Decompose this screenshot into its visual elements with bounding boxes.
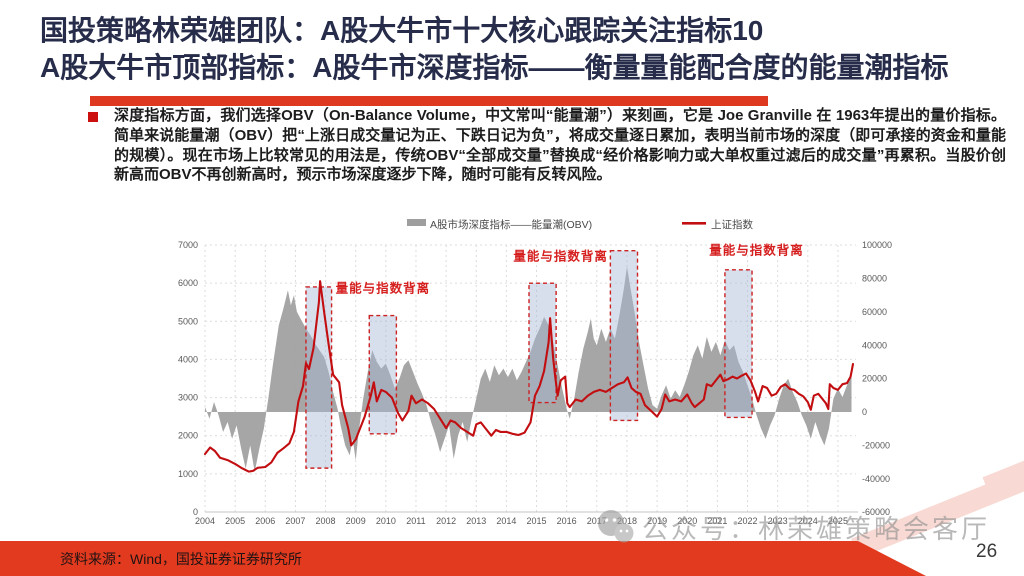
- x-axis-tick-label: 2007: [285, 516, 305, 526]
- x-axis-tick-label: 2008: [316, 516, 336, 526]
- wechat-logo-icon: [598, 510, 634, 543]
- x-axis-tick-label: 2024: [798, 516, 818, 526]
- y-right-tick-label: 20000: [862, 374, 887, 384]
- title-line-2: A股大牛市顶部指标：A股牛市深度指标——衡量量能配合度的能量潮指标: [40, 52, 949, 83]
- divergence-annotation: 量能与指数背离: [709, 243, 804, 258]
- divergence-annotation: 量能与指数背离: [336, 281, 431, 296]
- y-left-tick-label: 2000: [178, 431, 198, 441]
- x-axis-tick-label: 2009: [346, 516, 366, 526]
- y-right-tick-label: 60000: [862, 307, 887, 317]
- page-title: 国投策略林荣雄团队：A股大牛市十大核心跟踪关注指标10 A股大牛市顶部指标：A股…: [40, 12, 1020, 86]
- y-right-tick-label: 40000: [862, 340, 887, 350]
- title-accent-bar: [90, 96, 768, 106]
- y-right-tick-label: -60000: [862, 507, 890, 517]
- divergence-box: [305, 286, 333, 469]
- page-number: 26: [976, 541, 998, 562]
- bullet-square-icon: [88, 112, 98, 122]
- legend-obv-label: A股市场深度指标——能量潮(OBV): [430, 218, 592, 231]
- x-axis-tick-label: 2021: [707, 516, 727, 526]
- divergence-annotation: 量能与指数背离: [513, 248, 608, 263]
- legend-area-swatch: [407, 219, 426, 226]
- footer-band: [0, 541, 926, 576]
- chart-legend: A股市场深度指标——能量潮(OBV) 上证指数: [407, 218, 753, 231]
- x-axis-tick-label: 2025: [828, 516, 848, 526]
- x-axis-tick-label: 2004: [195, 516, 215, 526]
- x-axis-tick-label: 2017: [587, 516, 607, 526]
- divergence-box: [724, 269, 753, 419]
- x-axis-tick-label: 2006: [255, 516, 275, 526]
- title-line-1: 国投策略林荣雄团队：A股大牛市十大核心跟踪关注指标10: [40, 15, 764, 46]
- y-left-tick-label: 7000: [178, 240, 198, 250]
- x-axis-tick-label: 2022: [738, 516, 758, 526]
- y-right-tick-label: -40000: [862, 474, 890, 484]
- x-axis-tick-label: 2020: [677, 516, 697, 526]
- legend-line-swatch: [682, 222, 706, 225]
- obv-area-series: [205, 266, 852, 473]
- y-right-tick-label: 0: [862, 407, 867, 417]
- divergence-box: [609, 250, 639, 422]
- body-paragraph: 深度指标方面，我们选择OBV（On-Balance Volume，中文常叫“能量…: [114, 107, 1006, 184]
- y-left-tick-label: 4000: [178, 354, 198, 364]
- watermark: 公众号：林荣雄策略会客厅: [596, 508, 990, 546]
- x-axis-tick-label: 2019: [647, 516, 667, 526]
- y-left-tick-label: 1000: [178, 469, 198, 479]
- y-right-tick-label: 100000: [862, 240, 892, 250]
- x-axis-tick-label: 2011: [406, 516, 425, 526]
- y-left-tick-label: 6000: [178, 278, 198, 288]
- source-text: 资料来源：Wind，国投证券证券研究所: [60, 551, 302, 567]
- y-right-tick-label: 80000: [862, 274, 887, 284]
- y-right-tick-label: -20000: [862, 440, 890, 450]
- x-axis-tick-label: 2016: [557, 516, 577, 526]
- y-left-tick-label: 0: [193, 507, 198, 517]
- x-axis-tick-label: 2013: [466, 516, 486, 526]
- legend-sse-label: 上证指数: [711, 218, 753, 231]
- y-left-tick-label: 3000: [178, 393, 198, 403]
- x-axis-tick-label: 2018: [617, 516, 637, 526]
- divergence-box: [368, 314, 398, 435]
- sse-index-line: [203, 280, 855, 473]
- x-axis-tick-label: 2023: [768, 516, 788, 526]
- watermark-text: 公众号：林荣雄策略会客厅: [642, 513, 991, 544]
- y-left-tick-label: 5000: [178, 316, 198, 326]
- x-axis-tick-label: 2012: [436, 516, 456, 526]
- x-axis-tick-label: 2010: [376, 516, 396, 526]
- x-axis-tick-label: 2005: [225, 516, 245, 526]
- x-axis-tick-label: 2014: [496, 516, 516, 526]
- x-axis-tick-label: 2015: [527, 516, 547, 526]
